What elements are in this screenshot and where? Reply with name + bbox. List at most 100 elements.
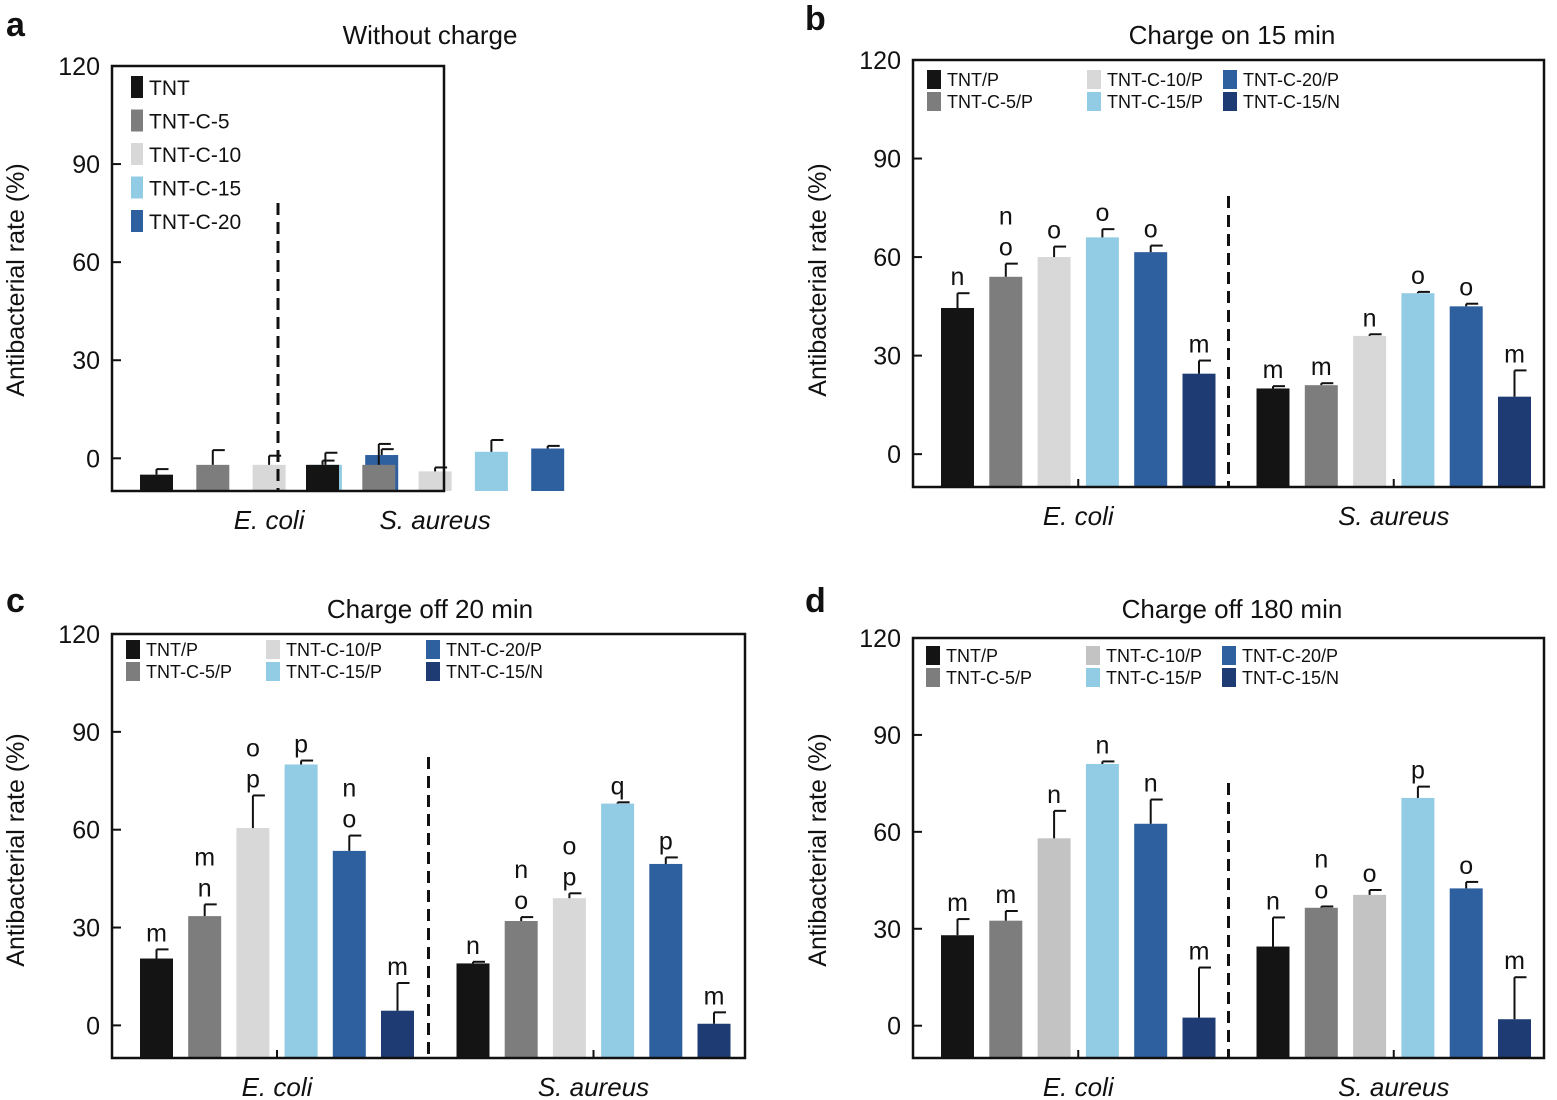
significance-letter: o [514,887,528,915]
legend-label: TNT-C-15/N [1242,668,1339,688]
y-tick-label: 90 [72,719,100,747]
y-tick-label: 90 [873,146,901,174]
significance-letter: o [1144,216,1158,244]
significance-letter: n [1363,304,1377,332]
legend-swatch [126,640,140,659]
significance-letter: n [514,856,528,884]
bar-tnt-0 [140,474,173,491]
bar-tnt-c-20-p-1 [1449,888,1483,1058]
legend-swatch [926,646,940,665]
legend-swatch [926,668,940,687]
legend-label: TNT-C-5/P [947,92,1033,112]
y-tick-label: 30 [873,916,901,944]
bar-tnt-c-15-p-0 [284,764,318,1058]
panel-title: Charge on 15 min [1129,20,1336,50]
panel-title: Charge off 20 min [327,594,533,624]
legend-swatch [1087,92,1101,111]
bar-tnt-c-5-p-0 [989,276,1023,487]
bar-tnt-c-10-p-1 [1353,894,1387,1058]
legend-label: TNT-C-10/P [1106,646,1202,666]
legend-label: TNT-C-10/P [1107,70,1203,90]
legend-label: TNT-C-5/P [146,662,232,682]
significance-letter: p [659,827,673,855]
bar-tnt-c-20-1 [531,448,565,491]
significance-letter: n [1314,845,1328,873]
legend-swatch [1223,92,1237,111]
panel-title: Without charge [343,20,518,50]
bar-tnt-c-15-n-0 [381,1010,414,1058]
bar-tnt-c-5-p-0 [989,920,1023,1058]
legend-swatch [131,176,143,199]
plot-frame [110,64,446,493]
bar-tnt-c-15-n-0 [1182,1017,1216,1058]
y-tick-label: 90 [873,722,901,750]
legend-swatch [927,70,941,89]
category-label: E. coli [234,505,306,535]
significance-letter: p [1411,757,1425,785]
bar-tnt-c-15-p-1 [1401,293,1435,487]
y-tick-label: 30 [72,915,100,943]
y-tick-label: 0 [86,1012,100,1040]
bar-tnt-c-15-p-1 [1401,797,1435,1058]
category-label: S. aureus [538,1072,649,1100]
bar-tnt-c-15-n-1 [697,1023,731,1058]
panel-letter: c [6,582,25,620]
legend-label: TNT-C-10/P [286,640,382,660]
significance-letter: n [198,874,212,902]
significance-letter: m [1504,340,1525,368]
bar-tnt-c-10-1 [418,471,452,491]
bar-tnt-c-20-p-0 [1134,823,1168,1058]
bar-tnt-c-15-p-0 [1085,237,1119,487]
bar-tnt-c-5-p-1 [504,921,538,1058]
bar-tnt-c-5-p-0 [188,916,222,1058]
legend-swatch [131,109,143,132]
legend-label: TNT/P [947,70,999,90]
panel-d: d Charge off 180 min Antibacterial rate (%… [804,582,1546,1100]
legend-swatch [426,662,440,681]
significance-letter: m [387,953,408,981]
significance-letter: m [1189,938,1210,966]
significance-letter: n [1144,770,1158,798]
significance-letter: m [1189,331,1210,359]
category-label: S. aureus [1338,501,1449,531]
panel-a: a Without charge Antibacterial rate (%) 0 30… [2,6,565,535]
plot-frame [911,636,1546,1060]
significance-letter: o [1095,199,1109,227]
significance-letter: o [1363,860,1377,888]
category-label: S. aureus [379,505,490,535]
bar-tnt-c-10-p-0 [236,828,270,1058]
legend: TNT TNT-C-5 TNT-C-10 TNT-C-15 TNT-C-20 [131,76,241,234]
significance-letter: o [1047,217,1061,245]
significance-letter: o [342,806,356,834]
significance-letter: p [246,765,260,793]
bar-tnt-c-10-0 [252,464,286,491]
y-tick-label: 30 [873,343,901,371]
bar-tnt-c-15-p-0 [1085,764,1119,1058]
significance-letter: m [1311,353,1332,381]
significance-letter: o [999,234,1013,262]
category-label: E. coli [1043,1072,1115,1100]
legend-swatch [1222,646,1236,665]
significance-letter: o [562,832,576,860]
legend-label: TNT-C-20 [149,211,241,234]
y-tick-label: 60 [72,817,100,845]
bar-tnt-c-10-p-1 [1353,335,1387,487]
bar-tnt-c-20-p-0 [1134,252,1168,487]
y-axis-label: Antibacterial rate (%) [2,733,30,966]
bar-tnt-c-5-p-1 [1304,385,1338,487]
bar-tnt-c-10-p-0 [1037,257,1071,487]
y-tick-label: 120 [859,625,901,653]
significance-letter: n [342,775,356,803]
significance-letter: o [1459,274,1473,302]
legend-label: TNT-C-15/P [1106,668,1202,688]
bar-tnt-c-15-1 [474,451,508,491]
bar-tnt-c-10-p-1 [552,898,586,1058]
significance-letter: m [947,889,968,917]
legend-swatch [927,92,941,111]
significance-letter: o [1314,876,1328,904]
bar-tnt-p-0 [140,958,173,1058]
significance-letter: n [1047,781,1061,809]
significance-letter: m [1263,356,1284,384]
